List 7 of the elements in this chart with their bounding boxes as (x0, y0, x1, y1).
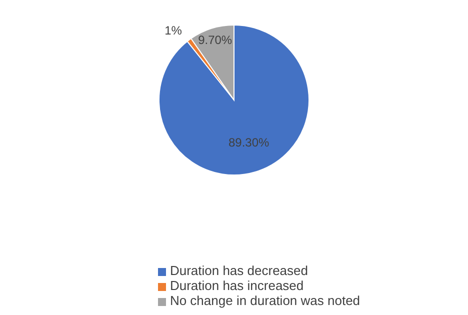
data-label: 9.70% (198, 32, 232, 47)
legend-label: Duration has increased (170, 278, 304, 293)
data-label: 1% (164, 23, 182, 38)
data-label: 89.30% (228, 135, 270, 150)
legend-label: No change in duration was noted (170, 293, 360, 308)
legend-label: Duration has decreased (170, 263, 308, 278)
pie-slice (158, 24, 310, 176)
